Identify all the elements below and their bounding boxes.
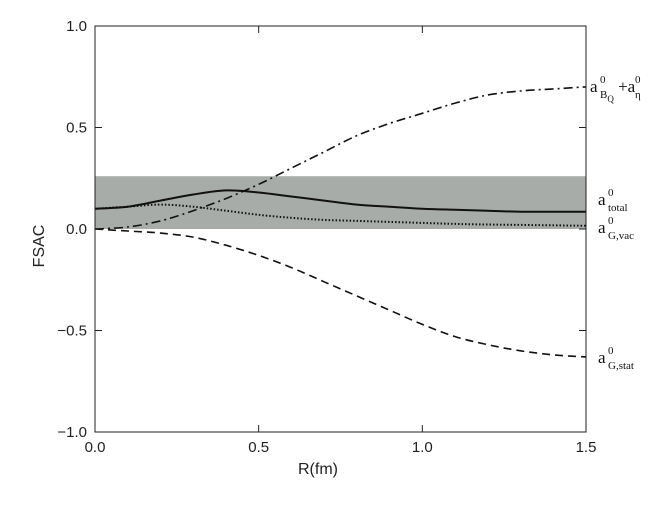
- series-line-dotted: [94, 203, 587, 227]
- y-tick-label: −1.0: [57, 424, 87, 441]
- x-tick-label: 1.5: [576, 439, 597, 456]
- series-label: a 0 G,vac: [598, 215, 634, 242]
- x-tick-label: 0.5: [248, 439, 269, 456]
- y-tick-label: 1.0: [66, 18, 87, 35]
- series-label: a 0 G,stat: [598, 345, 634, 372]
- x-tick-label: 1.0: [412, 439, 433, 456]
- tick-layer: 0.0 0.5 1.0 1.5 −1.0 −0.5 0.0 0.5 1.0: [57, 18, 596, 456]
- series-line-solid: [94, 189, 586, 213]
- y-axis-title: FSAC: [31, 225, 48, 268]
- y-tick-label: −0.5: [57, 323, 87, 340]
- series-layer: [94, 86, 587, 358]
- x-tick-label: 0.0: [85, 439, 106, 456]
- x-axis-title: R(fm): [298, 461, 338, 478]
- series-label: a 0 BQ +a0 η: [590, 74, 641, 104]
- series-line-dashdot: [94, 86, 587, 230]
- series-line-dashed: [94, 228, 587, 358]
- y-tick-label: 0.5: [66, 120, 87, 137]
- y-tick-label: 0.0: [66, 221, 87, 238]
- series-label: a 0 total: [598, 187, 628, 214]
